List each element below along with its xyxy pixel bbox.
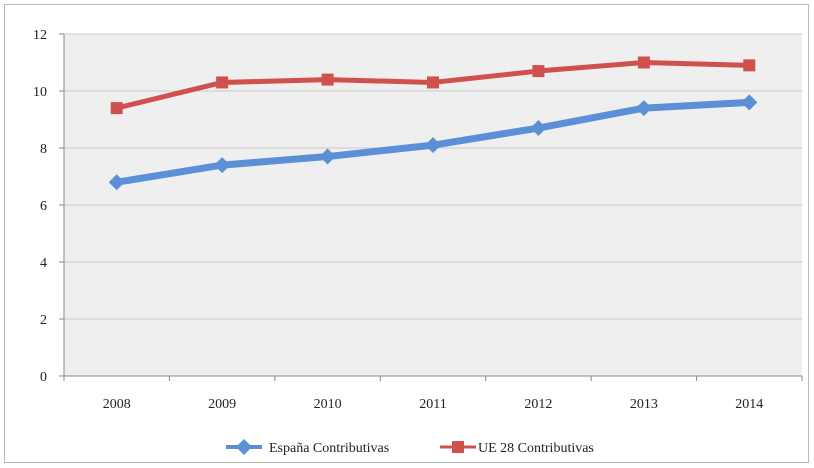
- legend-marker-diamond: [236, 439, 252, 455]
- series-group: [108, 56, 758, 191]
- x-tick-label: 2010: [314, 397, 342, 412]
- legend: España Contributivas UE 28 Contributivas: [226, 439, 594, 456]
- x-tick-label: 2009: [208, 397, 236, 412]
- x-tick-label: 2011: [419, 397, 446, 412]
- y-tick-label: 4: [40, 256, 47, 271]
- data-point-square: [110, 102, 123, 115]
- series-espana-contributivas: [108, 94, 758, 191]
- series-ue28-contributivas: [110, 56, 756, 115]
- y-tick-label: 10: [33, 85, 47, 100]
- data-point-square: [321, 73, 334, 86]
- y-tick-labels: 0 2 4 6 8 10 12: [33, 28, 47, 385]
- data-point-square: [743, 59, 756, 72]
- axes: [63, 34, 803, 381]
- legend-item: España Contributivas: [226, 439, 389, 456]
- legend-label: UE 28 Contributivas: [478, 441, 594, 456]
- legend-item: UE 28 Contributivas: [440, 441, 594, 456]
- y-tick-label: 2: [40, 313, 47, 328]
- y-tick-label: 8: [40, 142, 47, 157]
- legend-label: España Contributivas: [269, 441, 389, 456]
- data-point-square: [532, 65, 545, 78]
- data-point-diamond: [530, 120, 547, 137]
- data-point-diamond: [214, 157, 231, 174]
- y-tick-label: 0: [40, 370, 47, 385]
- y-tick-label: 12: [33, 28, 47, 43]
- x-tick-label: 2013: [630, 397, 658, 412]
- legend-marker-square: [452, 441, 464, 453]
- data-point-diamond: [425, 137, 441, 154]
- data-point-square: [637, 56, 650, 69]
- x-tick-label: 2008: [103, 397, 131, 412]
- data-point-diamond: [319, 148, 336, 165]
- data-point-diamond: [108, 174, 125, 191]
- y-tick-label: 6: [40, 199, 47, 214]
- data-point-diamond: [635, 100, 652, 117]
- x-tick-label: 2014: [735, 397, 763, 412]
- data-point-square: [427, 76, 439, 89]
- data-point-diamond: [741, 94, 758, 111]
- x-tick-labels: 2008 2009 2010 2011 2012 2013 2014: [103, 397, 764, 412]
- data-point-square: [216, 76, 229, 89]
- x-tick-label: 2012: [524, 397, 552, 412]
